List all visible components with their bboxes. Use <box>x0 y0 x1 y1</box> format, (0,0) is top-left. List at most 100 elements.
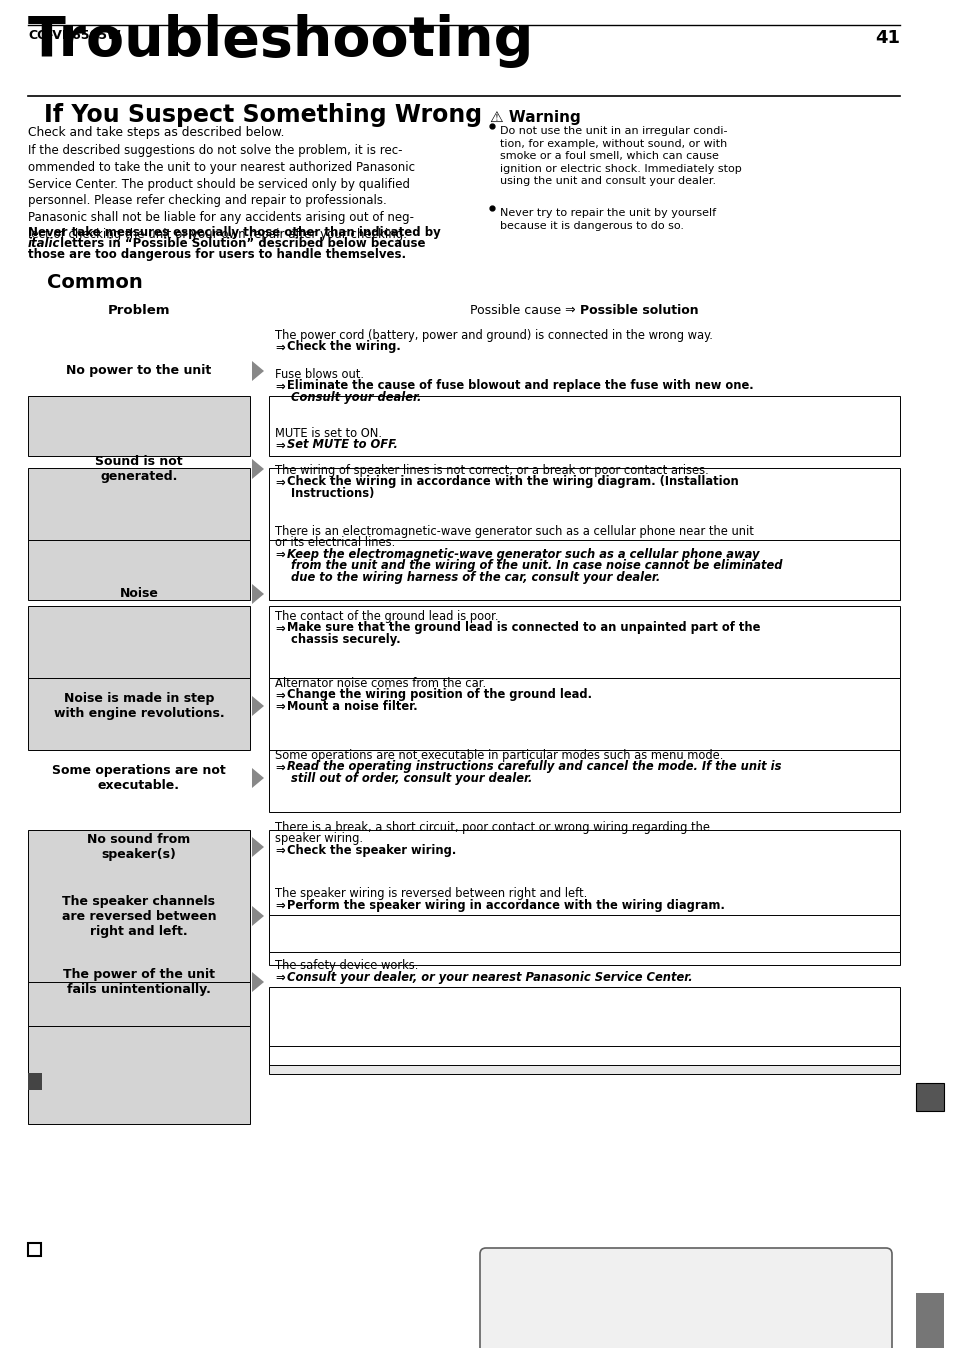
Text: ⇒: ⇒ <box>274 476 284 488</box>
Text: ⇒: ⇒ <box>274 760 284 774</box>
FancyBboxPatch shape <box>479 1248 891 1348</box>
Bar <box>269 987 899 1046</box>
Text: chassis securely.: chassis securely. <box>291 634 400 646</box>
Bar <box>430 0 437 88</box>
Bar <box>269 1026 899 1065</box>
Text: If the described suggestions do not solve the problem, it is rec-
ommended to ta: If the described suggestions do not solv… <box>28 144 415 241</box>
Text: ⇒: ⇒ <box>274 971 284 984</box>
Bar <box>269 927 899 965</box>
Text: Problem: Problem <box>108 303 170 317</box>
Bar <box>435 0 442 88</box>
Text: ⇒: ⇒ <box>274 549 284 561</box>
Text: Check the wiring.: Check the wiring. <box>287 341 400 353</box>
Text: letters in “Possible Solution” described below because: letters in “Possible Solution” described… <box>56 237 425 249</box>
Text: speaker wiring.: speaker wiring. <box>274 833 363 845</box>
Text: There is an electromagnetic-wave generator such as a cellular phone near the uni: There is an electromagnetic-wave generat… <box>274 524 753 538</box>
Bar <box>28 927 250 1026</box>
Text: italic: italic <box>28 237 60 249</box>
Bar <box>269 678 899 749</box>
Text: The wiring of speaker lines is not correct, or a break or poor contact arises.: The wiring of speaker lines is not corre… <box>274 464 708 477</box>
Bar <box>269 396 899 456</box>
Text: Alternator noise comes from the car.: Alternator noise comes from the car. <box>274 677 486 690</box>
Bar <box>915 1082 943 1111</box>
Bar <box>28 534 250 600</box>
Text: ⇒: ⇒ <box>274 341 284 353</box>
Text: ⇒: ⇒ <box>274 844 284 857</box>
Polygon shape <box>252 972 264 992</box>
Bar <box>415 0 422 88</box>
Text: Do not use the unit in an irregular condi-
tion, for example, without sound, or : Do not use the unit in an irregular cond… <box>499 125 741 186</box>
Text: ⇒: ⇒ <box>274 380 284 392</box>
Bar <box>28 678 250 749</box>
Bar <box>28 396 250 456</box>
Text: CQ-VD6505W: CQ-VD6505W <box>28 30 121 42</box>
Bar <box>370 0 377 88</box>
Bar <box>450 0 457 88</box>
Polygon shape <box>252 837 264 857</box>
Text: Never try to repair the unit by yourself
because it is dangerous to do so.: Never try to repair the unit by yourself… <box>499 208 716 231</box>
Text: Noise: Noise <box>119 588 158 600</box>
Text: or its electrical lines.: or its electrical lines. <box>274 537 395 550</box>
Text: No sound from
speaker(s): No sound from speaker(s) <box>88 833 191 861</box>
Text: ⇒: ⇒ <box>274 689 284 701</box>
Text: Read the operating instructions carefully and cancel the mode. If the unit is: Read the operating instructions carefull… <box>287 760 781 774</box>
Bar <box>28 468 250 541</box>
Bar <box>28 1073 42 1091</box>
Bar <box>459 0 468 88</box>
Bar <box>390 0 397 88</box>
Text: Keep the electromagnetic-wave generator such as a cellular phone away: Keep the electromagnetic-wave generator … <box>287 549 759 561</box>
Bar <box>410 0 417 88</box>
Text: Make sure that the ground lead is connected to an unpainted part of the: Make sure that the ground lead is connec… <box>287 621 760 635</box>
Text: Check the speaker wiring.: Check the speaker wiring. <box>287 844 456 857</box>
Text: ⇒: ⇒ <box>274 438 284 452</box>
Bar <box>269 534 899 600</box>
Text: No power to the unit: No power to the unit <box>67 364 212 377</box>
Bar <box>28 607 250 678</box>
Bar <box>269 891 899 952</box>
Text: Fuse blows out.: Fuse blows out. <box>274 368 364 381</box>
Text: Consult your dealer.: Consult your dealer. <box>291 391 421 404</box>
Bar <box>269 607 899 678</box>
Polygon shape <box>252 768 264 789</box>
Bar <box>269 745 899 811</box>
Text: Set MUTE to OFF.: Set MUTE to OFF. <box>287 438 397 452</box>
Text: those are too dangerous for users to handle themselves.: those are too dangerous for users to han… <box>28 248 406 262</box>
Text: ⇒: ⇒ <box>274 700 284 713</box>
Text: Common: Common <box>47 274 143 293</box>
Polygon shape <box>252 584 264 604</box>
Text: Noise is made in step
with engine revolutions.: Noise is made in step with engine revolu… <box>53 692 224 720</box>
Bar <box>269 1050 899 1074</box>
Text: due to the wiring harness of the car, consult your dealer.: due to the wiring harness of the car, co… <box>291 572 659 584</box>
Text: The contact of the ground lead is poor.: The contact of the ground lead is poor. <box>274 611 498 623</box>
Bar <box>464 0 473 88</box>
Text: Change the wiring position of the ground lead.: Change the wiring position of the ground… <box>287 689 592 701</box>
Bar <box>405 0 413 88</box>
Text: from the unit and the wiring of the unit. In case noise cannot be eliminated: from the unit and the wiring of the unit… <box>291 559 781 573</box>
Polygon shape <box>252 696 264 716</box>
Text: There is a break, a short circuit, poor contact or wrong wiring regarding the: There is a break, a short circuit, poor … <box>274 821 709 834</box>
Bar <box>439 0 448 88</box>
Text: MUTE is set to ON.: MUTE is set to ON. <box>274 427 381 439</box>
Bar <box>269 830 899 915</box>
Text: Some operations are not
executable.: Some operations are not executable. <box>52 764 226 793</box>
Text: If You Suspect Something Wrong: If You Suspect Something Wrong <box>44 102 481 127</box>
Text: Instructions): Instructions) <box>291 487 374 500</box>
Text: Mount a noise filter.: Mount a noise filter. <box>287 700 417 713</box>
Text: The power of the unit
fails unintentionally.: The power of the unit fails unintentiona… <box>63 968 214 996</box>
Text: Some operations are not executable in particular modes such as menu mode.: Some operations are not executable in pa… <box>274 749 722 762</box>
Bar <box>399 0 408 88</box>
Text: ⚠ Warning: ⚠ Warning <box>490 111 580 125</box>
Text: Sound is not
generated.: Sound is not generated. <box>95 456 183 483</box>
Text: Possible solution: Possible solution <box>579 303 698 317</box>
Bar <box>385 0 393 88</box>
Polygon shape <box>252 460 264 479</box>
Bar <box>915 1293 943 1348</box>
Text: Consult your dealer, or your nearest Panasonic Service Center.: Consult your dealer, or your nearest Pan… <box>287 971 692 984</box>
Bar <box>444 0 453 88</box>
Polygon shape <box>252 906 264 926</box>
Bar <box>395 0 402 88</box>
Text: Check and take steps as described below.: Check and take steps as described below. <box>28 125 284 139</box>
Text: The safety device works.: The safety device works. <box>274 958 418 972</box>
Bar <box>424 0 433 88</box>
Bar <box>28 1026 250 1124</box>
